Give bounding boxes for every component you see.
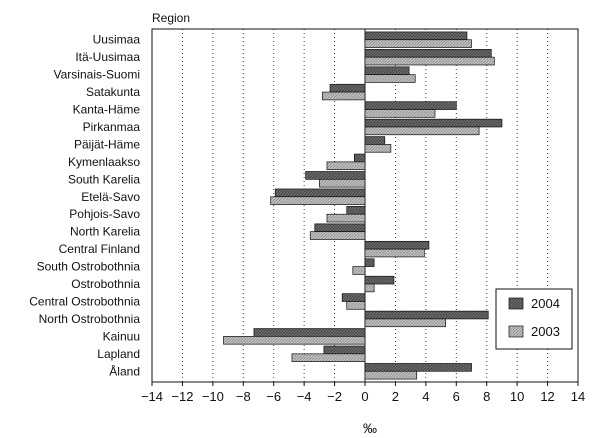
bar-2004: [354, 153, 366, 163]
x-tick-label: −10: [202, 389, 224, 404]
category-label: Satakunta: [86, 85, 140, 99]
bar-2003: [326, 161, 366, 171]
legend-swatch-2003: [508, 325, 524, 338]
category-label: North Karelia: [70, 225, 140, 239]
x-tick-label: 14: [571, 389, 585, 404]
bar-2003: [309, 231, 366, 240]
bar-2004: [253, 328, 366, 337]
bar-2004: [274, 188, 366, 198]
x-tick-label: −8: [236, 389, 251, 404]
x-axis-label: ‰: [363, 420, 377, 436]
bar-2004: [364, 101, 457, 110]
bar-2004: [364, 118, 503, 128]
category-label: Itä-Uusimaa: [75, 50, 140, 64]
x-tick-label: −12: [171, 389, 193, 404]
x-tick-label: 0: [361, 389, 368, 404]
x-tick-label: −6: [266, 389, 281, 404]
bar-2003: [319, 178, 366, 188]
category-label: South Karelia: [68, 172, 140, 186]
x-tick-label: 6: [453, 389, 460, 404]
bar-2004: [364, 136, 386, 145]
plot-frame: [151, 28, 579, 383]
bars: [223, 31, 503, 380]
category-label: Etelä-Savo: [81, 190, 140, 204]
category-label: South Ostrobothnia: [37, 260, 141, 274]
bar-2003: [352, 266, 366, 275]
bar-2004: [341, 293, 366, 302]
category-label: Pohjois-Savo: [69, 207, 140, 221]
legend: 2004 2003: [495, 288, 573, 350]
category-label: North Ostrobothnia: [39, 312, 141, 326]
x-tick-label: 2: [392, 389, 399, 404]
legend-label-2003: 2003: [531, 324, 560, 339]
bar-2003: [364, 74, 416, 83]
bar-2003: [364, 318, 446, 328]
bar-2004: [364, 258, 375, 267]
x-tick-labels: −14 −12 −10 −8 −6 −4 −2 0 2 4 6 8 10 12 14: [141, 382, 585, 404]
category-label: Lapland: [97, 347, 140, 361]
bar-2003: [364, 109, 436, 118]
bar-2003: [364, 283, 375, 293]
category-label: Åland: [109, 363, 140, 378]
bar-2003: [322, 91, 366, 101]
bar-2003: [346, 301, 366, 310]
category-label: Ostrobothnia: [71, 277, 140, 291]
x-tick-label: −4: [297, 389, 312, 404]
category-label: Central Ostrobothnia: [29, 294, 140, 308]
legend-label-2004: 2004: [531, 296, 560, 311]
bar-2003: [364, 248, 425, 258]
bar-2004: [364, 66, 410, 75]
bar-2003: [364, 370, 418, 380]
bar-2004: [314, 223, 366, 233]
x-tick-label: 8: [483, 389, 490, 404]
bar-2003: [270, 196, 366, 205]
bar-2004: [364, 275, 395, 285]
x-tick-label: 12: [540, 389, 554, 404]
x-tick-label: 10: [510, 389, 524, 404]
bar-2004: [329, 83, 366, 93]
bar-2004: [364, 49, 492, 58]
bar-2004: [364, 240, 430, 250]
category-label: Central Finland: [59, 242, 140, 256]
category-label: Kymenlaakso: [68, 155, 140, 169]
bar-2004: [323, 345, 366, 355]
bar-2003: [364, 126, 480, 136]
bar-2003: [326, 213, 366, 223]
category-label: Pirkanmaa: [83, 120, 141, 134]
bar-2003: [364, 56, 495, 66]
category-label: Päijät-Häme: [74, 137, 140, 151]
category-label: Varsinais-Suomi: [54, 68, 140, 82]
legend-swatch-2004: [508, 297, 524, 310]
category-label: Uusimaa: [93, 33, 141, 47]
x-tick-label: 4: [422, 389, 429, 404]
bar-2004: [346, 206, 366, 215]
bar-2004: [305, 171, 366, 180]
bar-2003: [364, 39, 472, 48]
category-labels: Uusimaa Itä-Uusimaa Varsinais-Suomi Satakun…: [29, 33, 140, 379]
category-label: Kainuu: [103, 329, 140, 343]
bar-2003: [291, 353, 366, 362]
chart-title: Region: [152, 11, 190, 25]
x-tick-label: −2: [327, 389, 342, 404]
bar-2004: [364, 31, 468, 41]
bar-2003: [223, 336, 366, 345]
category-label: Kanta-Häme: [73, 103, 141, 117]
bar-2004: [364, 363, 472, 372]
x-tick-label: −14: [141, 389, 163, 404]
bar-2004: [364, 310, 489, 320]
bar-2003: [364, 144, 392, 153]
